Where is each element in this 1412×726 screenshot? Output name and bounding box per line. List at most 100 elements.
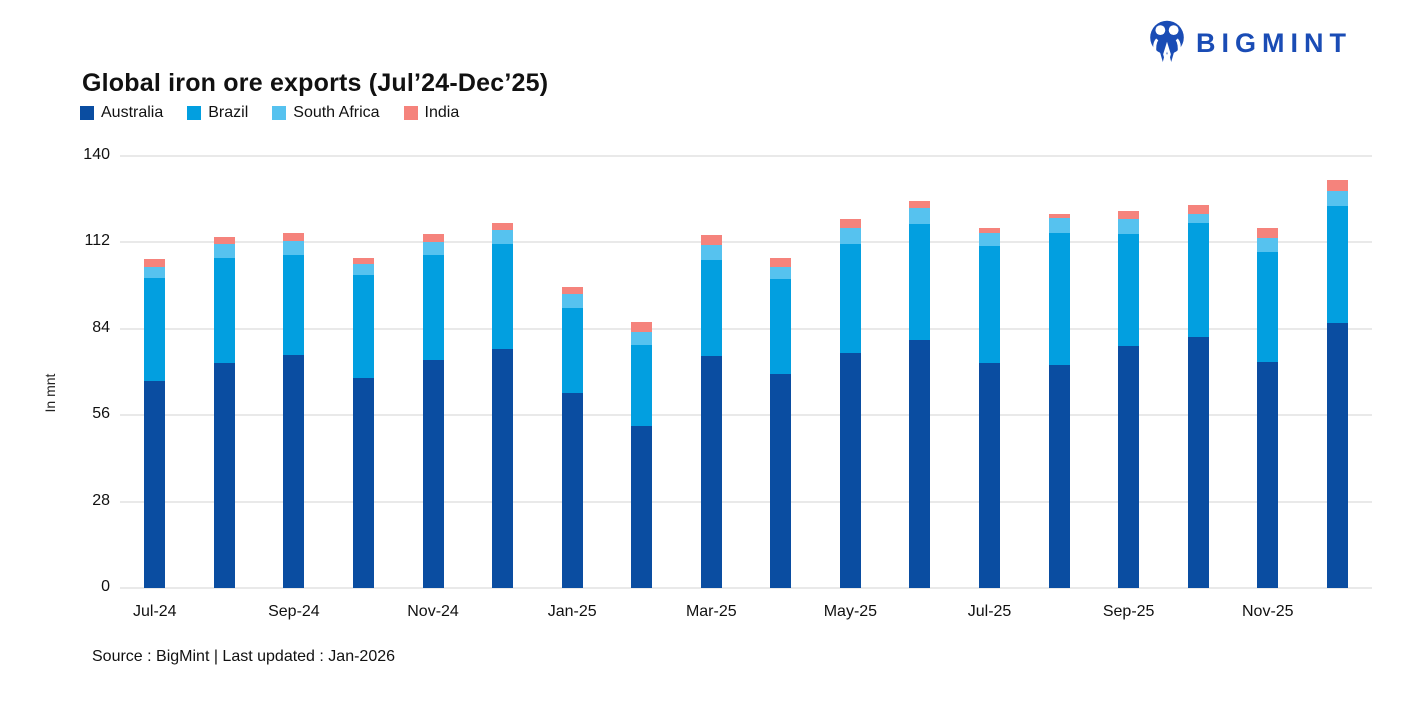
bar-segment-india[interactable] [283,233,305,241]
bar-segment-australia[interactable] [839,352,861,588]
stacked-bar-aug-25[interactable] [1048,213,1070,588]
stacked-bar-nov-24[interactable] [422,234,444,588]
gridline [120,587,1372,589]
stacked-bar-feb-25[interactable] [631,322,653,588]
bar-segment-south-africa[interactable] [1118,218,1140,235]
bar-segment-south-africa[interactable] [213,243,235,259]
bar-segment-australia[interactable] [1187,337,1209,588]
bar-segment-south-africa[interactable] [144,267,166,279]
bar-segment-brazil[interactable] [352,275,374,378]
bar-segment-south-africa[interactable] [1048,218,1070,233]
stacked-bar-jun-25[interactable] [909,201,931,588]
bar-segment-australia[interactable] [144,381,166,588]
stacked-bar-apr-25[interactable] [770,258,792,588]
bar-segment-brazil[interactable] [631,345,653,426]
bar-segment-brazil[interactable] [561,308,583,394]
bar-segment-india[interactable] [144,259,166,268]
bar-segment-south-africa[interactable] [1257,238,1279,252]
bar-segment-brazil[interactable] [492,244,514,350]
bar-segment-south-africa[interactable] [422,241,444,256]
bar-segment-india[interactable] [492,223,514,231]
bar-segment-south-africa[interactable] [770,266,792,280]
bar-segment-brazil[interactable] [700,260,722,356]
bar-segment-brazil[interactable] [1187,222,1209,338]
stacked-bar-oct-25[interactable] [1187,205,1209,588]
bar-segment-australia[interactable] [492,349,514,588]
bar-segment-australia[interactable] [422,359,444,588]
stacked-bar-jul-25[interactable] [979,227,1001,588]
bar-segment-south-africa[interactable] [700,245,722,261]
bar-segment-south-africa[interactable] [909,207,931,224]
bar-segment-australia[interactable] [283,355,305,588]
legend-item-brazil[interactable]: Brazil [187,104,248,122]
bar-segment-brazil[interactable] [909,223,931,341]
bar-segment-india[interactable] [1326,179,1348,192]
legend-swatch-south-africa [272,106,287,120]
bar-segment-india[interactable] [561,286,583,295]
bar-segment-brazil[interactable] [1257,251,1279,362]
bar-segment-south-africa[interactable] [561,294,583,309]
stacked-bar-jan-25[interactable] [561,286,583,588]
bar-segment-australia[interactable] [631,426,653,588]
bar-segment-brazil[interactable] [213,258,235,364]
bar-segment-south-africa[interactable] [1326,191,1348,207]
bar-segment-south-africa[interactable] [979,232,1001,247]
legend-item-india[interactable]: India [403,104,459,122]
bar-segment-india[interactable] [1257,227,1279,239]
bar-segment-india[interactable] [770,258,792,267]
bar-segment-india[interactable] [839,219,861,228]
bar-segment-south-africa[interactable] [1187,213,1209,223]
bar-segment-brazil[interactable] [839,244,861,353]
stacked-bar-sep-25[interactable] [1118,210,1140,588]
bar-segment-brazil[interactable] [979,246,1001,363]
bar-segment-india[interactable] [352,257,374,265]
x-tick-label: Jul-25 [967,603,1012,620]
bar-segment-australia[interactable] [770,374,792,588]
bar-segment-india[interactable] [700,235,722,246]
bar-segment-brazil[interactable] [1118,234,1140,347]
bar-segment-india[interactable] [1187,205,1209,214]
bar-segment-brazil[interactable] [1048,232,1070,365]
bar-segment-india[interactable] [1118,210,1140,219]
y-tick-label: 0 [101,578,110,595]
stacked-bar-sep-24[interactable] [283,233,305,588]
bar-segment-south-africa[interactable] [283,240,305,256]
stacked-bar-may-25[interactable] [839,219,861,588]
stacked-bar-dec-25[interactable] [1326,179,1348,588]
bar-segment-australia[interactable] [909,340,931,588]
stacked-bar-nov-25[interactable] [1257,227,1279,588]
bar-segment-india[interactable] [631,322,653,332]
legend-item-south-africa[interactable]: South Africa [272,104,380,122]
bar-segment-india[interactable] [1048,213,1070,219]
bar-segment-india[interactable] [213,236,235,244]
bar-segment-south-africa[interactable] [352,264,374,276]
x-tick-label: Sep-25 [1102,603,1155,620]
bar-segment-australia[interactable] [213,363,235,588]
bar-segment-india[interactable] [422,234,444,242]
bar-segment-india[interactable] [979,227,1001,233]
bar-segment-australia[interactable] [700,355,722,588]
bar-segment-australia[interactable] [352,377,374,588]
stacked-bar-jul-24[interactable] [144,259,166,588]
bar-segment-brazil[interactable] [770,279,792,375]
bar-segment-brazil[interactable] [283,255,305,356]
bar-segment-australia[interactable] [1326,322,1348,588]
bar-segment-india[interactable] [909,201,931,208]
stacked-bar-oct-24[interactable] [352,257,374,588]
stacked-bar-dec-24[interactable] [492,223,514,588]
bar-segment-australia[interactable] [979,362,1001,588]
bar-segment-south-africa[interactable] [631,331,653,346]
bar-segment-australia[interactable] [1118,346,1140,588]
bar-segment-brazil[interactable] [1326,206,1348,323]
bar-segment-brazil[interactable] [422,255,444,360]
bar-segment-australia[interactable] [561,393,583,588]
bar-segment-south-africa[interactable] [492,230,514,245]
bar-segment-australia[interactable] [1257,361,1279,588]
legend-item-australia[interactable]: Australia [80,104,163,122]
stacked-bar-mar-25[interactable] [700,235,722,588]
bar-column: Nov-25 [1233,156,1303,620]
stacked-bar-aug-24[interactable] [213,236,235,588]
bar-segment-brazil[interactable] [144,278,166,382]
bar-segment-australia[interactable] [1048,364,1070,588]
bar-segment-south-africa[interactable] [839,227,861,245]
